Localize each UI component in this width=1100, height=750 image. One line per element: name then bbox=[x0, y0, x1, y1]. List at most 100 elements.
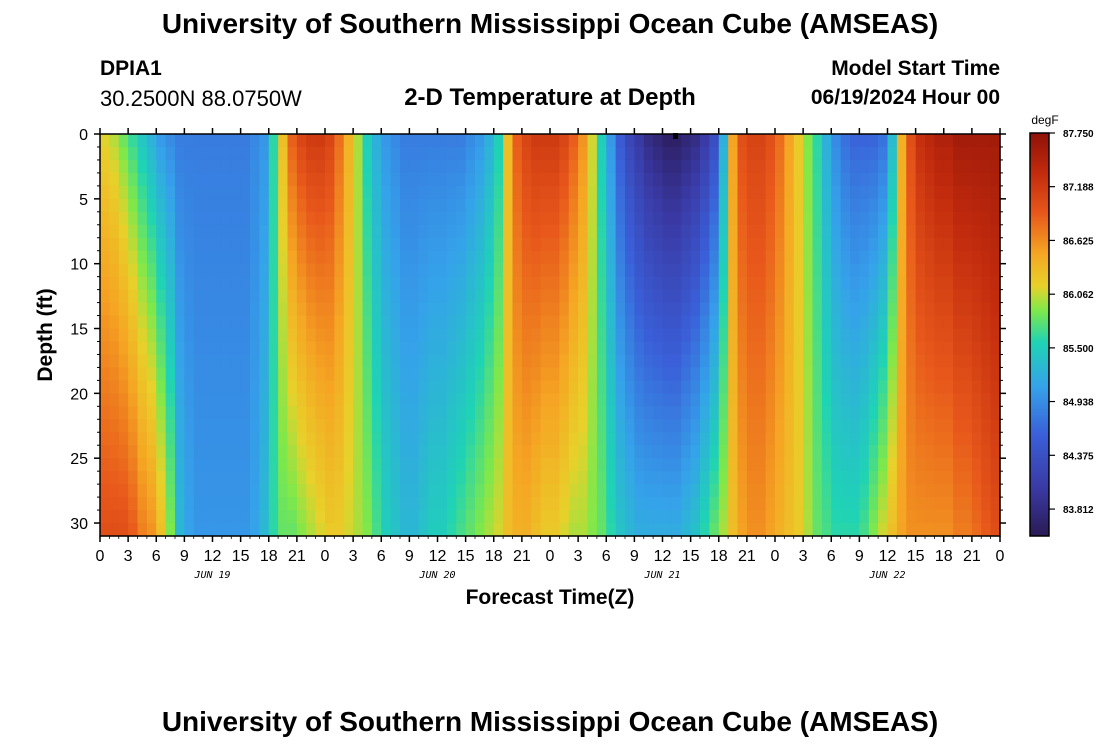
heatmap-cell bbox=[878, 445, 889, 459]
heatmap-cell bbox=[784, 510, 795, 524]
heatmap-cell bbox=[259, 471, 270, 485]
heatmap-cell bbox=[184, 497, 195, 511]
heatmap-cell bbox=[934, 276, 945, 291]
heatmap-cell bbox=[296, 224, 307, 239]
heatmap-cell bbox=[184, 250, 195, 265]
heatmap-cell bbox=[587, 276, 598, 291]
heatmap-cell bbox=[887, 523, 898, 537]
heatmap-cell bbox=[250, 393, 260, 407]
heatmap-cell bbox=[859, 263, 870, 278]
heatmap-cell bbox=[268, 523, 279, 537]
x-tick-label: 3 bbox=[349, 548, 358, 565]
heatmap-cell bbox=[625, 250, 635, 265]
heatmap-cell bbox=[240, 146, 251, 161]
heatmap-cell bbox=[456, 198, 467, 213]
heatmap-cell bbox=[512, 354, 523, 369]
heatmap-cell bbox=[550, 484, 560, 498]
heatmap-cell bbox=[775, 328, 785, 343]
heatmap-cell bbox=[100, 380, 110, 394]
heatmap-cell bbox=[840, 134, 851, 148]
heatmap-cell bbox=[803, 406, 814, 420]
heatmap-cell bbox=[128, 484, 139, 498]
heatmap-cell bbox=[953, 367, 964, 381]
heatmap-cell bbox=[325, 484, 335, 498]
heatmap-cell bbox=[109, 185, 120, 200]
heatmap-cell bbox=[118, 224, 129, 239]
heatmap-cell bbox=[212, 354, 223, 369]
heatmap-cell bbox=[184, 289, 195, 304]
heatmap-cell bbox=[746, 510, 757, 524]
heatmap-cell bbox=[381, 146, 392, 161]
heatmap-cell bbox=[212, 211, 223, 226]
heatmap-cell bbox=[718, 250, 729, 265]
heatmap-cell bbox=[100, 315, 110, 330]
heatmap-cell bbox=[868, 224, 879, 239]
heatmap-cell bbox=[334, 445, 345, 459]
heatmap-cell bbox=[128, 393, 139, 407]
heatmap-cell bbox=[587, 419, 598, 433]
heatmap-cell bbox=[250, 458, 260, 472]
heatmap-cell bbox=[625, 432, 635, 446]
heatmap-cell bbox=[212, 484, 223, 498]
heatmap-cell bbox=[906, 367, 917, 381]
heatmap-cell bbox=[643, 211, 654, 226]
heatmap-cell bbox=[381, 198, 392, 213]
heatmap-cell bbox=[278, 354, 289, 369]
heatmap-cell bbox=[531, 134, 542, 148]
heatmap-cell bbox=[596, 224, 607, 239]
heatmap-cell bbox=[287, 432, 298, 446]
heatmap-cell bbox=[812, 393, 823, 407]
heatmap-cell bbox=[250, 484, 260, 498]
heatmap-cell bbox=[681, 484, 692, 498]
heatmap-cell bbox=[287, 497, 298, 511]
heatmap-cell bbox=[653, 289, 664, 304]
heatmap-cell bbox=[456, 419, 467, 433]
heatmap-cell bbox=[671, 432, 682, 446]
heatmap-cell bbox=[540, 497, 551, 511]
heatmap-cell bbox=[531, 380, 542, 394]
heatmap-cell bbox=[550, 419, 560, 433]
x-tick-label: 15 bbox=[232, 548, 250, 565]
heatmap-cell bbox=[559, 367, 570, 381]
heatmap-cell bbox=[325, 341, 335, 356]
heatmap-cell bbox=[596, 393, 607, 407]
heatmap-cell bbox=[484, 510, 495, 524]
heatmap-cell bbox=[662, 315, 673, 330]
heatmap-cell bbox=[428, 419, 439, 433]
heatmap-cell bbox=[578, 250, 589, 265]
heatmap-cell bbox=[784, 458, 795, 472]
heatmap-cell bbox=[662, 237, 673, 252]
heatmap-cell bbox=[240, 471, 251, 485]
heatmap-cell bbox=[268, 172, 279, 187]
heatmap-cell bbox=[137, 276, 148, 291]
heatmap-cell bbox=[803, 484, 814, 498]
heatmap-cell bbox=[625, 380, 635, 394]
heatmap-cell bbox=[146, 380, 157, 394]
heatmap-cell bbox=[915, 341, 926, 356]
heatmap-cell bbox=[540, 315, 551, 330]
heatmap-cell bbox=[203, 510, 214, 524]
heatmap-cell bbox=[596, 289, 607, 304]
heatmap-cell bbox=[175, 471, 185, 485]
heatmap-cell bbox=[128, 380, 139, 394]
heatmap-cell bbox=[690, 406, 701, 420]
heatmap-cell bbox=[296, 172, 307, 187]
heatmap-cell bbox=[465, 341, 476, 356]
heatmap-cell bbox=[259, 380, 270, 394]
heatmap-cell bbox=[859, 250, 870, 265]
heatmap-cell bbox=[221, 276, 232, 291]
heatmap-cell bbox=[812, 315, 823, 330]
heatmap-cell bbox=[278, 341, 289, 356]
heatmap-cell bbox=[156, 445, 167, 459]
heatmap-cell bbox=[540, 406, 551, 420]
heatmap-cell bbox=[990, 510, 1001, 524]
heatmap-cell bbox=[568, 289, 579, 304]
heatmap-cell bbox=[418, 341, 429, 356]
heatmap-cell bbox=[878, 328, 889, 343]
heatmap-cell bbox=[390, 510, 401, 524]
heatmap-cell bbox=[690, 471, 701, 485]
heatmap-cell bbox=[615, 458, 626, 472]
heatmap-cell bbox=[868, 237, 879, 252]
heatmap-cell bbox=[418, 354, 429, 369]
heatmap-cell bbox=[756, 315, 767, 330]
